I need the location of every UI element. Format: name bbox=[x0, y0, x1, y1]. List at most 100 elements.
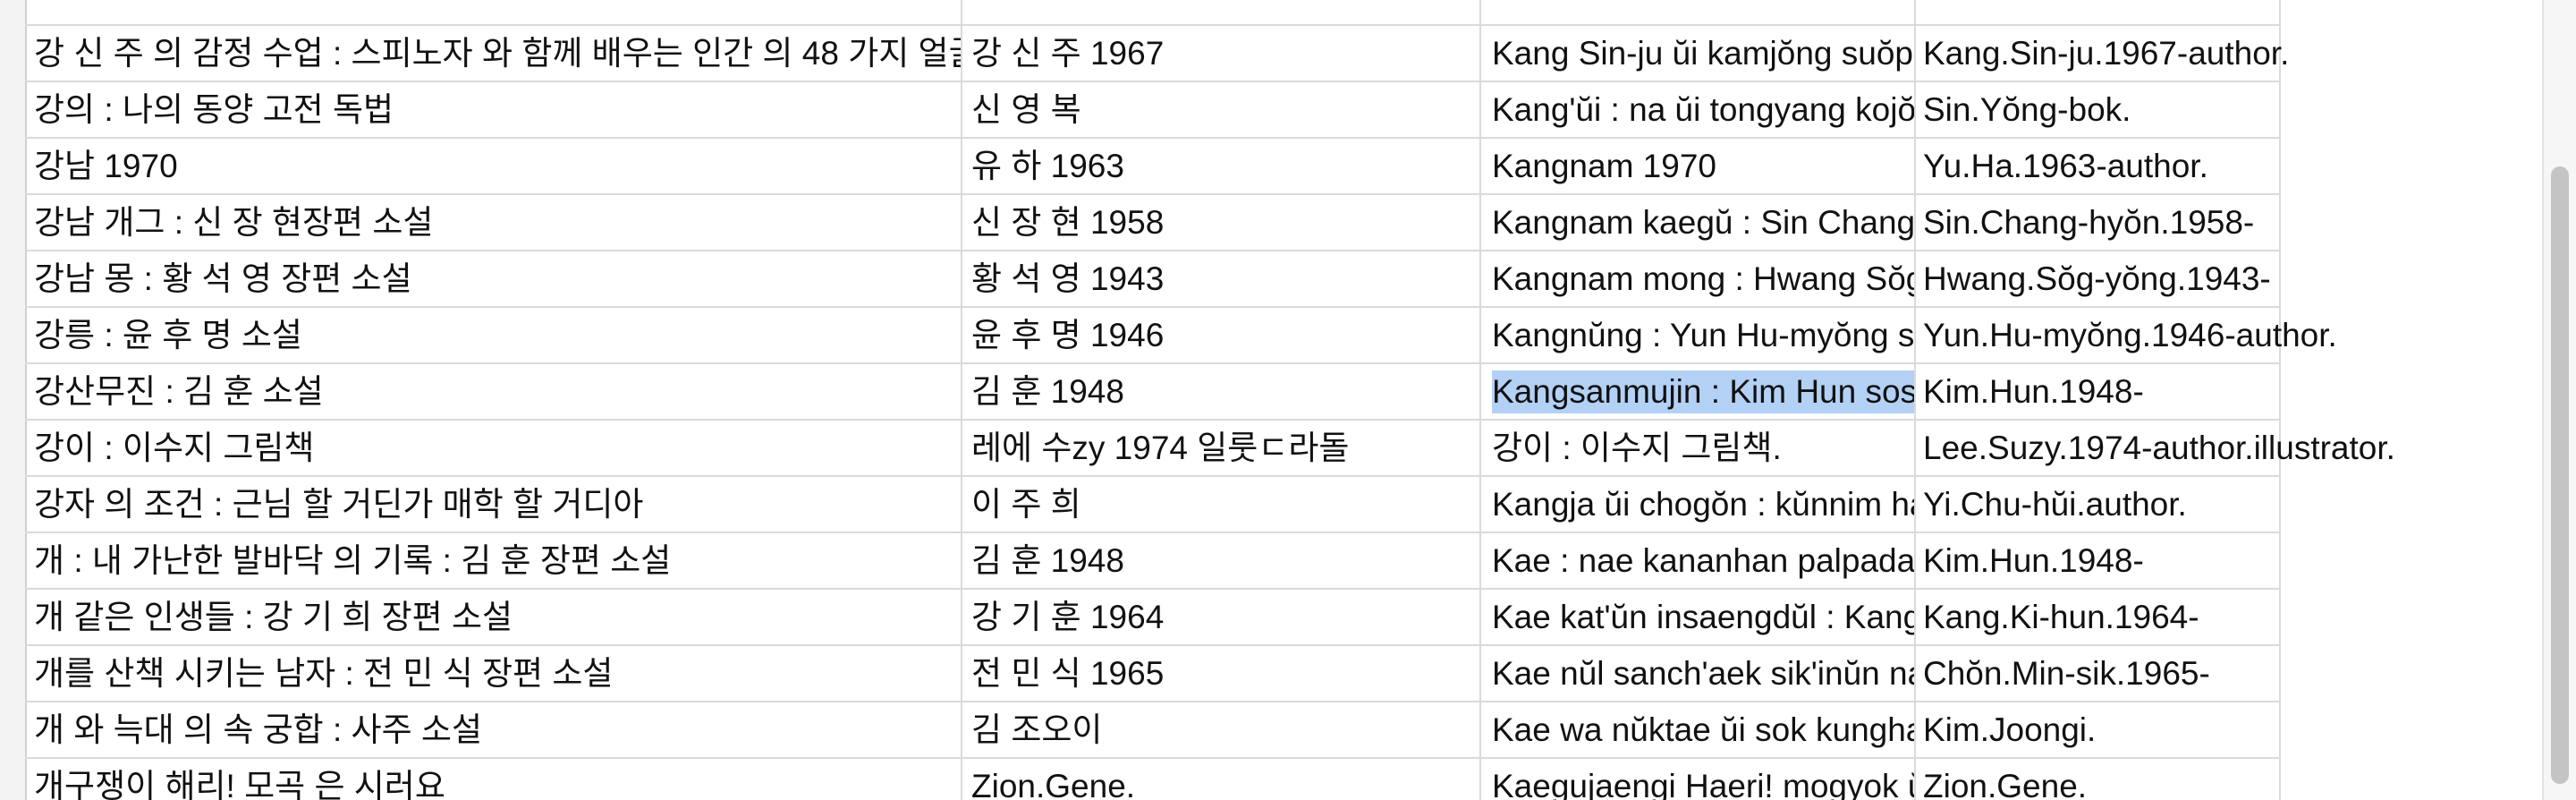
cell-author[interactable]: 김 훈 1948 bbox=[962, 364, 1481, 421]
cell-author[interactable]: 강 기 훈 1964 bbox=[962, 590, 1481, 646]
cell-name-heading[interactable]: Lee.Suzy.1974-author.illustrator. bbox=[1916, 421, 2395, 477]
table-row[interactable]: 강남 몽 : 황 석 영 장편 소설 황 석 영 1943 Kangnam mong… bbox=[25, 251, 2281, 308]
cell-title[interactable]: 강남 개그 : 신 장 현장편 소설 bbox=[25, 195, 962, 251]
table-row[interactable]: 개 와 늑대 의 속 궁합 : 사주 소설 김 조오이 Kae wa nŭktae … bbox=[25, 702, 2281, 759]
cell-name-heading[interactable]: Kim.Hun.1948- bbox=[1916, 533, 2281, 590]
vertical-scrollbar[interactable] bbox=[2542, 0, 2576, 800]
cell-author[interactable]: 김 조오이 bbox=[962, 702, 1481, 759]
cell-border bbox=[1916, 421, 2281, 477]
cell-name-heading[interactable]: Kim.Hun.1948- bbox=[1916, 364, 2281, 421]
cell-author[interactable]: 강 신 주 1967 bbox=[962, 26, 1481, 82]
cell-name-heading-text: Chŏn.Min-sik.1965- bbox=[1923, 655, 2210, 692]
cell-romanized-title[interactable]: Kang'ŭi : na ŭi tongyang kojŏn bbox=[1481, 82, 1916, 139]
cell-name-heading[interactable]: Zion.Gene. bbox=[1916, 759, 2281, 800]
cell-romanized-title[interactable]: Kangnŭng : Yun Hu-myŏng sosŏl bbox=[1481, 308, 1916, 364]
cell-name-heading-text: Zion.Gene. bbox=[1923, 768, 2088, 800]
cell-romanized-title[interactable]: Kae wa nŭktae ŭi sok kunghap bbox=[1481, 702, 1916, 759]
table-row[interactable]: 개 : 내 가난한 발바닥 의 기록 : 김 훈 장편 소설 김 훈 1948 Ka… bbox=[25, 533, 2281, 590]
table-row[interactable]: 강 신 주 의 감정 수업 : 스피노자 와 함께 배우는 인간 의 48 가지… bbox=[25, 26, 2289, 82]
cell-name-heading-text: Hwang.Sŏg-yŏng.1943- bbox=[1923, 260, 2271, 297]
cell-border bbox=[1916, 308, 2281, 364]
cell-romanized-title[interactable]: Kae kat'ŭn insaengdŭl : Kang Ki-hŭi bbox=[1481, 590, 1916, 646]
cell-author[interactable]: 이 주 희 bbox=[962, 477, 1481, 533]
table-row[interactable]: 개구쟁이 해리! 모곡 은 시러요 Zion.Gene. Kaegujaengi H… bbox=[25, 759, 2281, 800]
cell-romanized-title[interactable] bbox=[1481, 0, 1916, 26]
cell-author[interactable]: Zion.Gene. bbox=[962, 759, 1481, 800]
cell-author[interactable]: 레에 수zy 1974 일룻ㄷ라돌 bbox=[962, 421, 1481, 477]
table-row[interactable]: 강남 개그 : 신 장 현장편 소설 신 장 현 1958 Kangnam kaeg… bbox=[25, 195, 2281, 251]
table-row[interactable]: 개 같은 인생들 : 강 기 희 장편 소설 강 기 훈 1964 Kae kat'… bbox=[25, 590, 2281, 646]
cell-author[interactable]: 윤 후 명 1946 bbox=[962, 308, 1481, 364]
scrollbar-thumb[interactable] bbox=[2551, 166, 2569, 784]
cell-title[interactable]: 강자 의 조건 : 근님 할 거딘가 매학 할 거디아 bbox=[25, 477, 962, 533]
cell-name-heading[interactable] bbox=[1916, 0, 2281, 26]
cell-name-heading[interactable]: Sin.Chang-hyŏn.1958- bbox=[1916, 195, 2281, 251]
cell-border bbox=[1916, 82, 2281, 139]
cell-name-heading-text: Yu.Ha.1963-author. bbox=[1923, 148, 2208, 184]
cell-title[interactable]: 강남 몽 : 황 석 영 장편 소설 bbox=[25, 251, 962, 308]
table-row[interactable]: 강릉 : 윤 후 명 소설 윤 후 명 1946 Kangnŭng : Yun Hu… bbox=[25, 308, 2337, 364]
table-row[interactable]: 강남 1970 유 하 1963 Kangnam 1970 Yu.Ha.1963-au… bbox=[25, 139, 2281, 195]
cell-author[interactable]: 신 장 현 1958 bbox=[962, 195, 1481, 251]
cell-name-heading[interactable]: Kim.Joongi. bbox=[1916, 702, 2281, 759]
cell-romanized-title[interactable]: Kangnam 1970 bbox=[1481, 139, 1916, 195]
data-grid[interactable]: 강 신 주 의 감정 수업 : 스피노자 와 함께 배우는 인간 의 48 가지… bbox=[25, 0, 2395, 800]
cell-border bbox=[1916, 195, 2281, 251]
cell-title[interactable]: 강이 : 이수지 그림책 bbox=[25, 421, 962, 477]
cell-name-heading[interactable]: Sin.Yŏng-bok. bbox=[1916, 82, 2281, 139]
cell-title[interactable]: 강남 1970 bbox=[25, 139, 962, 195]
cell-title[interactable]: 강 신 주 의 감정 수업 : 스피노자 와 함께 배우는 인간 의 48 가지… bbox=[25, 26, 962, 82]
cell-name-heading[interactable]: Kang.Sin-ju.1967-author. bbox=[1916, 26, 2289, 82]
cell-author[interactable]: 유 하 1963 bbox=[962, 139, 1481, 195]
cell-name-heading[interactable]: Yun.Hu-myŏng.1946-author. bbox=[1916, 308, 2337, 364]
cell-title[interactable]: 강산무진 : 김 훈 소설 bbox=[25, 364, 962, 421]
cell-border bbox=[1916, 477, 2281, 533]
cell-author[interactable] bbox=[962, 0, 1481, 26]
cell-romanized-title[interactable]: Kangsanmujin : Kim Hun sosŏl bbox=[1481, 364, 1916, 421]
cell-name-heading-text: Kang.Sin-ju.1967-author. bbox=[1923, 35, 2290, 72]
cell-title[interactable]: 개 : 내 가난한 발바닥 의 기록 : 김 훈 장편 소설 bbox=[25, 533, 962, 590]
table-row[interactable]: 강의 : 나의 동양 고전 독법 신 영 복 Kang'ŭi : na ŭi ton… bbox=[25, 82, 2281, 139]
cell-name-heading[interactable]: Hwang.Sŏg-yŏng.1943- bbox=[1916, 251, 2281, 308]
cell-name-heading-text: Kim.Hun.1948- bbox=[1923, 373, 2144, 410]
cell-romanized-title[interactable]: Kangnam mong : Hwang Sŏg-yŏng bbox=[1481, 251, 1916, 308]
cell-border bbox=[1916, 590, 2281, 646]
cell-name-heading[interactable]: Yi.Chu-hŭi.author. bbox=[1916, 477, 2281, 533]
cell-romanized-title[interactable]: Kae nŭl sanch'aek sik'inŭn namja bbox=[1481, 646, 1916, 702]
cell-border bbox=[1916, 646, 2281, 702]
cell-author[interactable]: 전 민 식 1965 bbox=[962, 646, 1481, 702]
cell-name-heading-text: Yi.Chu-hŭi.author. bbox=[1923, 486, 2187, 523]
cell-border bbox=[1916, 139, 2281, 195]
cell-romanized-title[interactable]: Kaegujaengi Haeri! mogyok ŭn bbox=[1481, 759, 1916, 800]
cell-title[interactable]: 개 와 늑대 의 속 궁합 : 사주 소설 bbox=[25, 702, 962, 759]
cell-title[interactable]: 개를 산책 시키는 남자 : 전 민 식 장편 소설 bbox=[25, 646, 962, 702]
cell-title[interactable]: 개구쟁이 해리! 모곡 은 시러요 bbox=[25, 759, 962, 800]
cell-name-heading[interactable]: Yu.Ha.1963-author. bbox=[1916, 139, 2281, 195]
cell-title[interactable]: 개 같은 인생들 : 강 기 희 장편 소설 bbox=[25, 590, 962, 646]
row-gutter bbox=[0, 0, 27, 800]
cell-romanized-title[interactable]: 강이 : 이수지 그림책. bbox=[1481, 421, 1916, 477]
cell-title[interactable]: 강의 : 나의 동양 고전 독법 bbox=[25, 82, 962, 139]
cell-romanized-title[interactable]: Kae : nae kananhan palpadak ŭi bbox=[1481, 533, 1916, 590]
cell-title[interactable] bbox=[25, 0, 962, 26]
cell-border bbox=[1916, 251, 2281, 308]
cell-romanized-title[interactable]: Kangnam kaegŭ : Sin Chang-hyŏn bbox=[1481, 195, 1916, 251]
cell-author[interactable]: 김 훈 1948 bbox=[962, 533, 1481, 590]
cell-romanized-title[interactable]: Kangja ŭi chogŏn : kŭnnim hal bbox=[1481, 477, 1916, 533]
cell-name-heading-text: Yun.Hu-myŏng.1946-author. bbox=[1923, 317, 2337, 353]
cell-name-heading[interactable]: Kang.Ki-hun.1964- bbox=[1916, 590, 2281, 646]
table-row[interactable]: 강산무진 : 김 훈 소설 김 훈 1948 Kangsanmujin : Kim … bbox=[25, 364, 2281, 421]
table-row[interactable]: 개를 산책 시키는 남자 : 전 민 식 장편 소설 전 민 식 1965 Kae … bbox=[25, 646, 2281, 702]
table-row[interactable]: 강이 : 이수지 그림책 레에 수zy 1974 일룻ㄷ라돌 강이 : 이수지 그림… bbox=[25, 421, 2395, 477]
cell-name-heading-text: Sin.Yŏng-bok. bbox=[1923, 91, 2131, 128]
table-row[interactable]: 강자 의 조건 : 근님 할 거딘가 매학 할 거디아 이 주 희 Kangja ŭ… bbox=[25, 477, 2281, 533]
cell-author[interactable]: 황 석 영 1943 bbox=[962, 251, 1481, 308]
table-row[interactable] bbox=[25, 0, 2281, 26]
cell-title[interactable]: 강릉 : 윤 후 명 소설 bbox=[25, 308, 962, 364]
cell-romanized-title[interactable]: Kang Sin-ju ŭi kamjŏng suŏp bbox=[1481, 26, 1916, 82]
selected-cell-text[interactable]: Kangsanmujin : Kim Hun sosŏl bbox=[1492, 370, 1914, 413]
cell-name-heading[interactable]: Chŏn.Min-sik.1965- bbox=[1916, 646, 2281, 702]
cell-author[interactable]: 신 영 복 bbox=[962, 82, 1481, 139]
cell-name-heading-text: Kim.Hun.1948- bbox=[1923, 542, 2144, 579]
